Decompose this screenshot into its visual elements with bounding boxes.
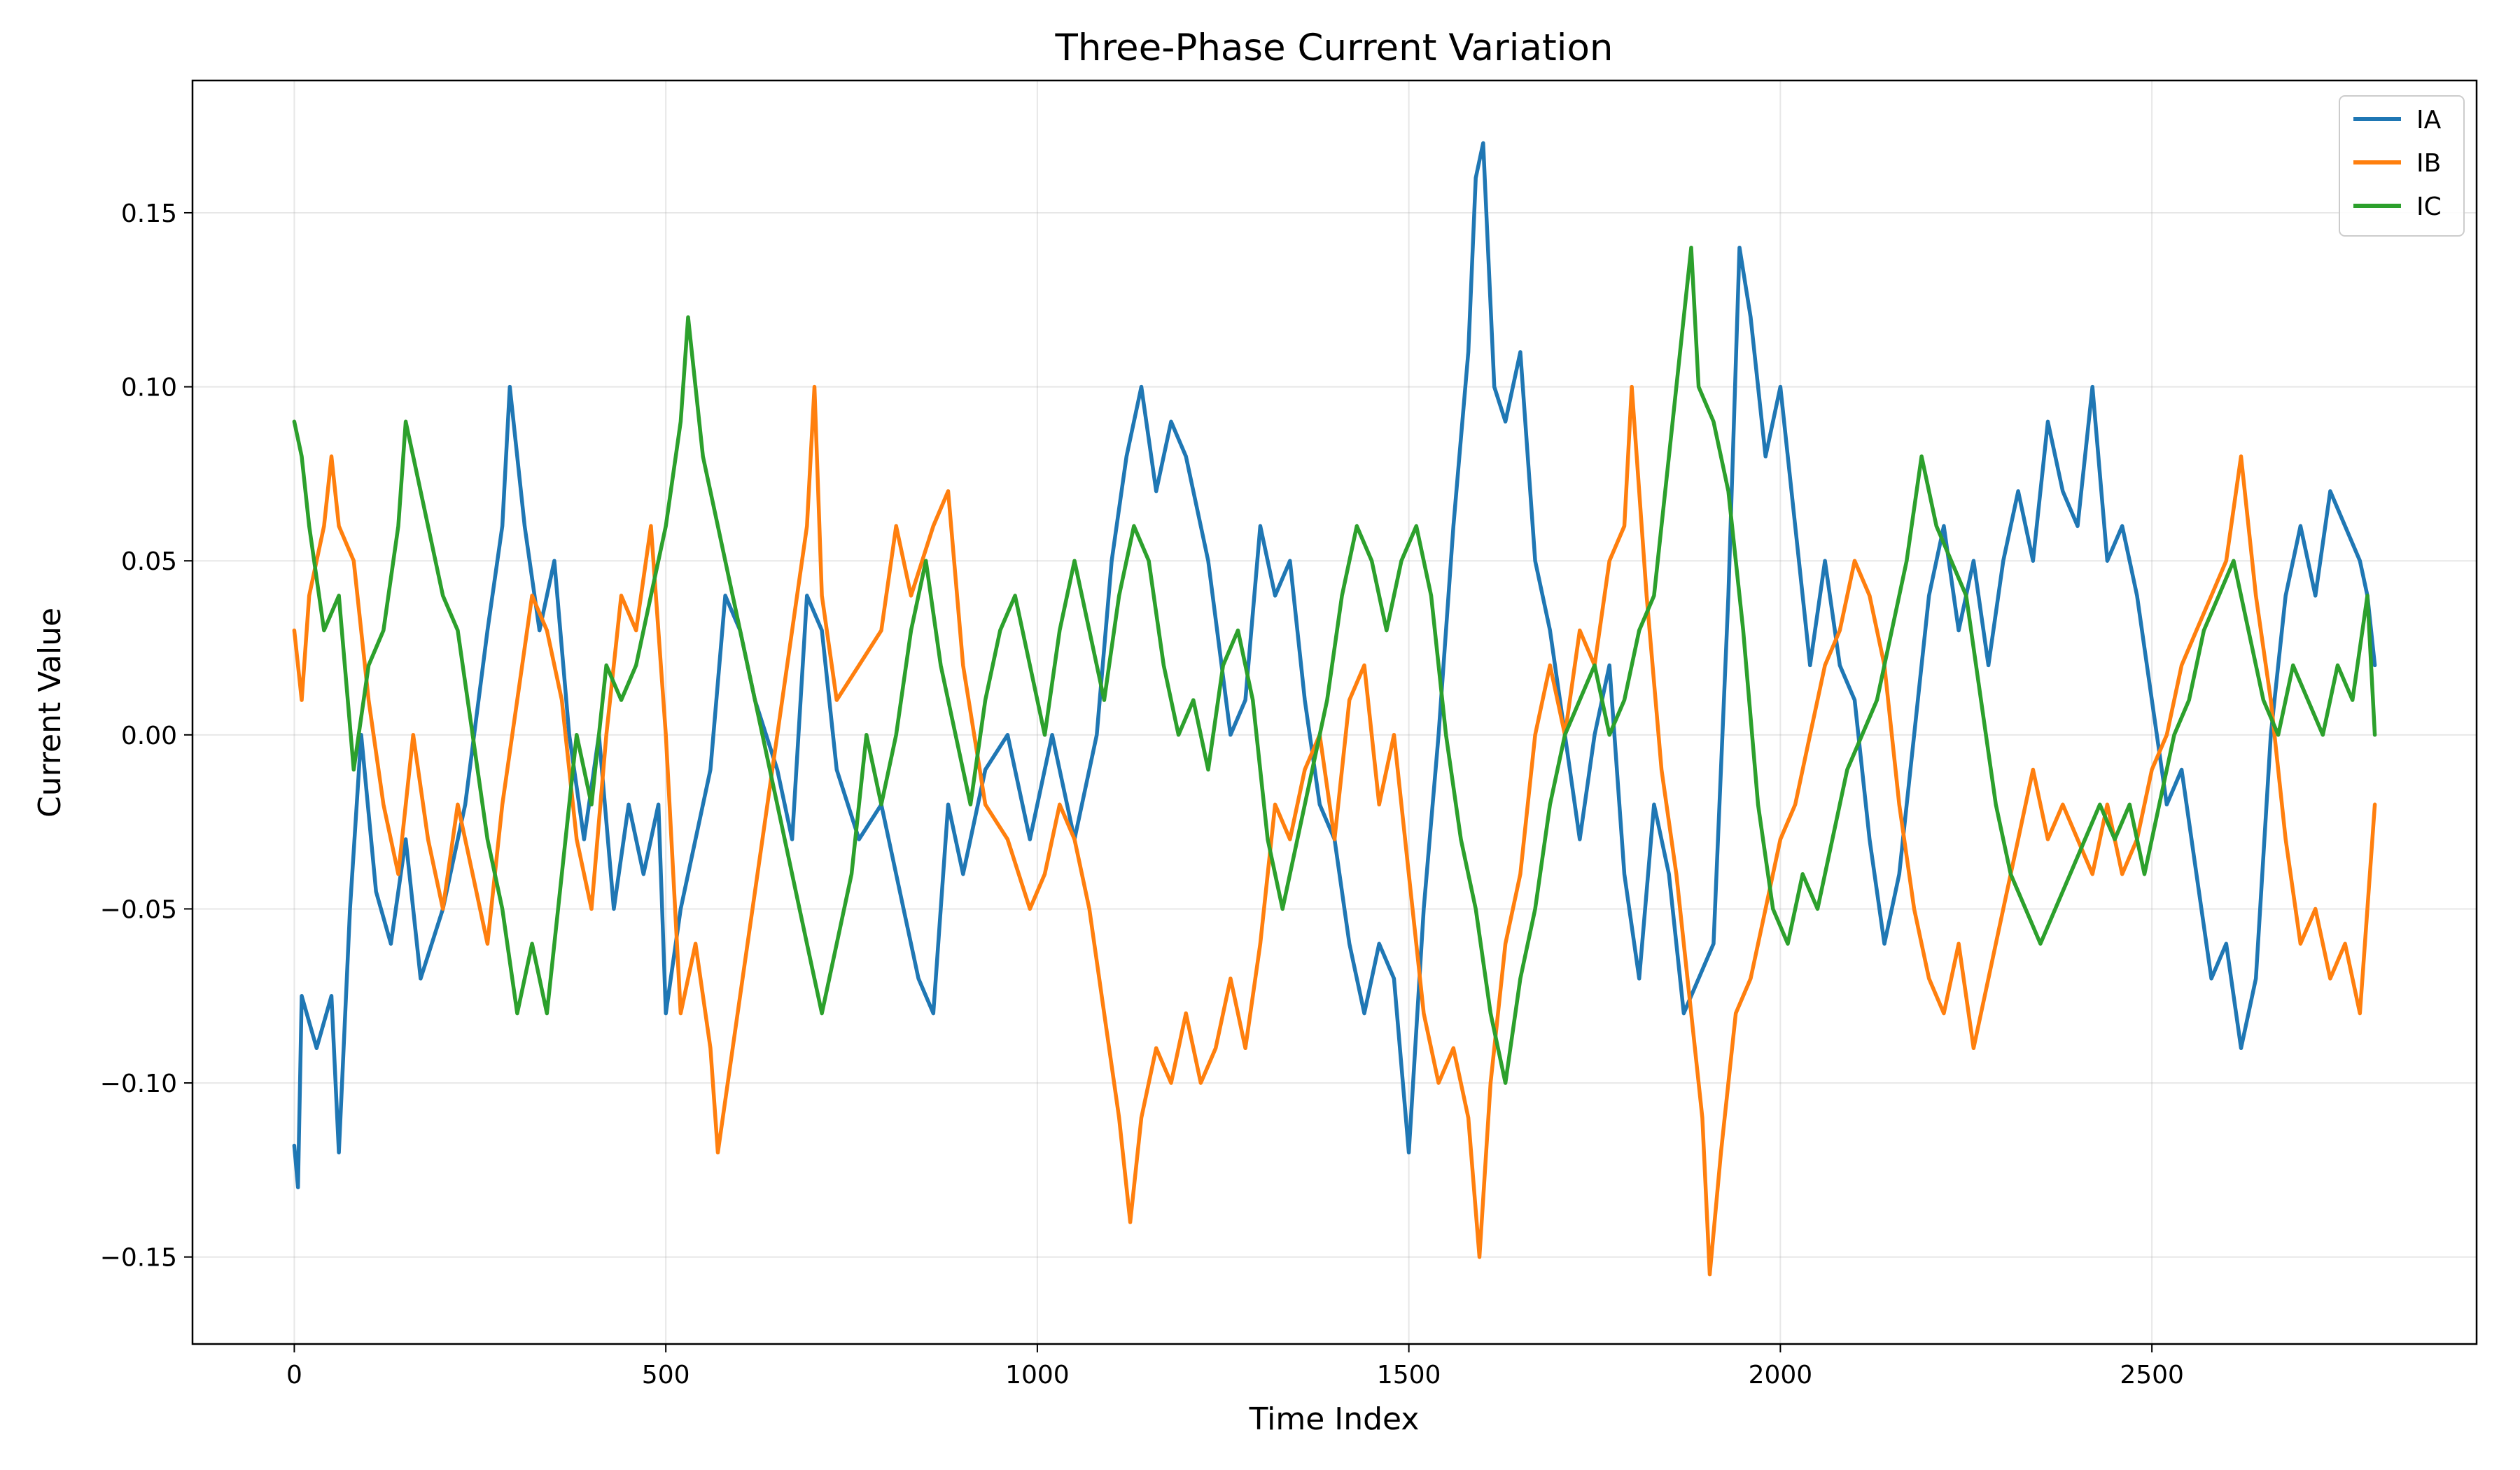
legend-label-ia: IA bbox=[2416, 106, 2442, 134]
x-tick-label: 500 bbox=[642, 1361, 690, 1390]
plot-area bbox=[292, 141, 2377, 1277]
legend-box bbox=[2339, 95, 2465, 237]
series-line-ia bbox=[292, 141, 2377, 1189]
y-tick-label: 0.10 bbox=[121, 374, 177, 402]
series-layer bbox=[292, 141, 2377, 1277]
y-tick-label: −0.10 bbox=[100, 1070, 177, 1098]
series-line-ic bbox=[292, 245, 2377, 1085]
x-tick-label: 0 bbox=[286, 1361, 302, 1390]
y-tick-label: 0.00 bbox=[121, 722, 177, 750]
x-tick-label: 1500 bbox=[1377, 1361, 1441, 1390]
x-tick-label: 2000 bbox=[1749, 1361, 1813, 1390]
y-tick-label: −0.15 bbox=[100, 1244, 177, 1273]
legend: IA IB IC bbox=[2339, 95, 2465, 237]
y-axis-ticks: −0.15 −0.10 −0.05 0.00 0.05 0.10 0.15 bbox=[100, 200, 192, 1273]
legend-label-ic: IC bbox=[2416, 192, 2442, 221]
grid-lines bbox=[192, 80, 2477, 1344]
y-tick-label: 0.15 bbox=[121, 200, 177, 228]
x-tick-label: 2500 bbox=[2120, 1361, 2184, 1390]
legend-label-ib: IB bbox=[2416, 149, 2441, 178]
series-line-ib bbox=[292, 384, 2377, 1277]
x-axis-ticks: 0 500 1000 1500 2000 2500 bbox=[286, 1344, 2184, 1390]
axes-frame bbox=[191, 79, 2478, 1345]
x-tick-label: 1000 bbox=[1005, 1361, 1070, 1390]
y-axis-label: Current Value bbox=[32, 608, 68, 818]
x-axis-label: Time Index bbox=[1249, 1401, 1420, 1437]
chart-title: Three-Phase Current Variation bbox=[1054, 27, 1613, 69]
y-tick-label: −0.05 bbox=[100, 895, 177, 924]
y-tick-label: 0.05 bbox=[121, 547, 177, 576]
